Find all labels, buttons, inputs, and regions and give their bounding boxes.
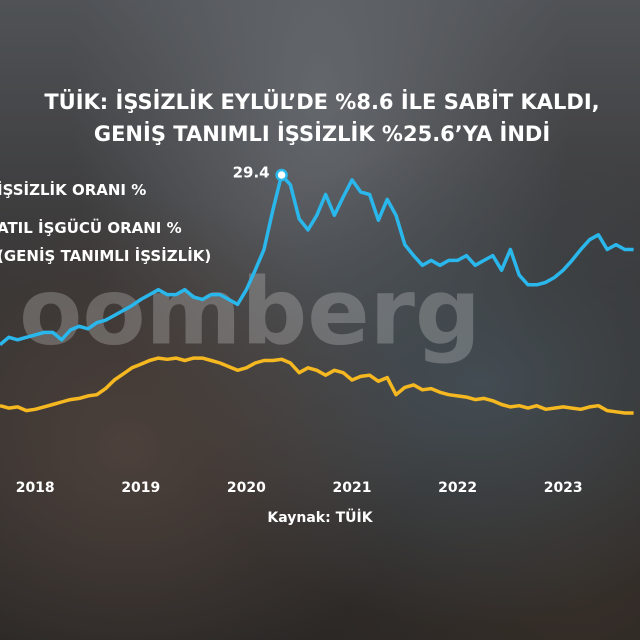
chart-title: TÜİK: İŞSİZLİK EYLÜL’DE %8.6 İLE SABİT K… — [44, 89, 599, 114]
x-tick-label: 2019 — [121, 480, 160, 496]
x-tick-label: 2018 — [16, 480, 55, 496]
chart-title: GENİŞ TANIMLI İŞSİZLİK %25.6’YA İNDİ — [94, 121, 550, 146]
peak-marker — [275, 168, 288, 182]
source: Kaynak: TÜİK — [267, 508, 373, 526]
series-line — [0, 173, 634, 347]
data-label: 29.4 — [233, 164, 270, 182]
x-tick-label: 2022 — [438, 480, 477, 496]
legend-entry: İŞSİZLİK ORANI % — [0, 181, 147, 199]
x-tick-label: 2023 — [544, 480, 583, 496]
series-line — [0, 356, 634, 415]
legend-entry: ATIL İŞGÜCÜ ORANI % (GENİŞ TANIMLI İŞSİZ… — [0, 219, 212, 265]
watermark: oomberg — [19, 258, 481, 365]
x-tick-label: 2020 — [227, 480, 266, 496]
x-tick-label: 2021 — [333, 480, 372, 496]
